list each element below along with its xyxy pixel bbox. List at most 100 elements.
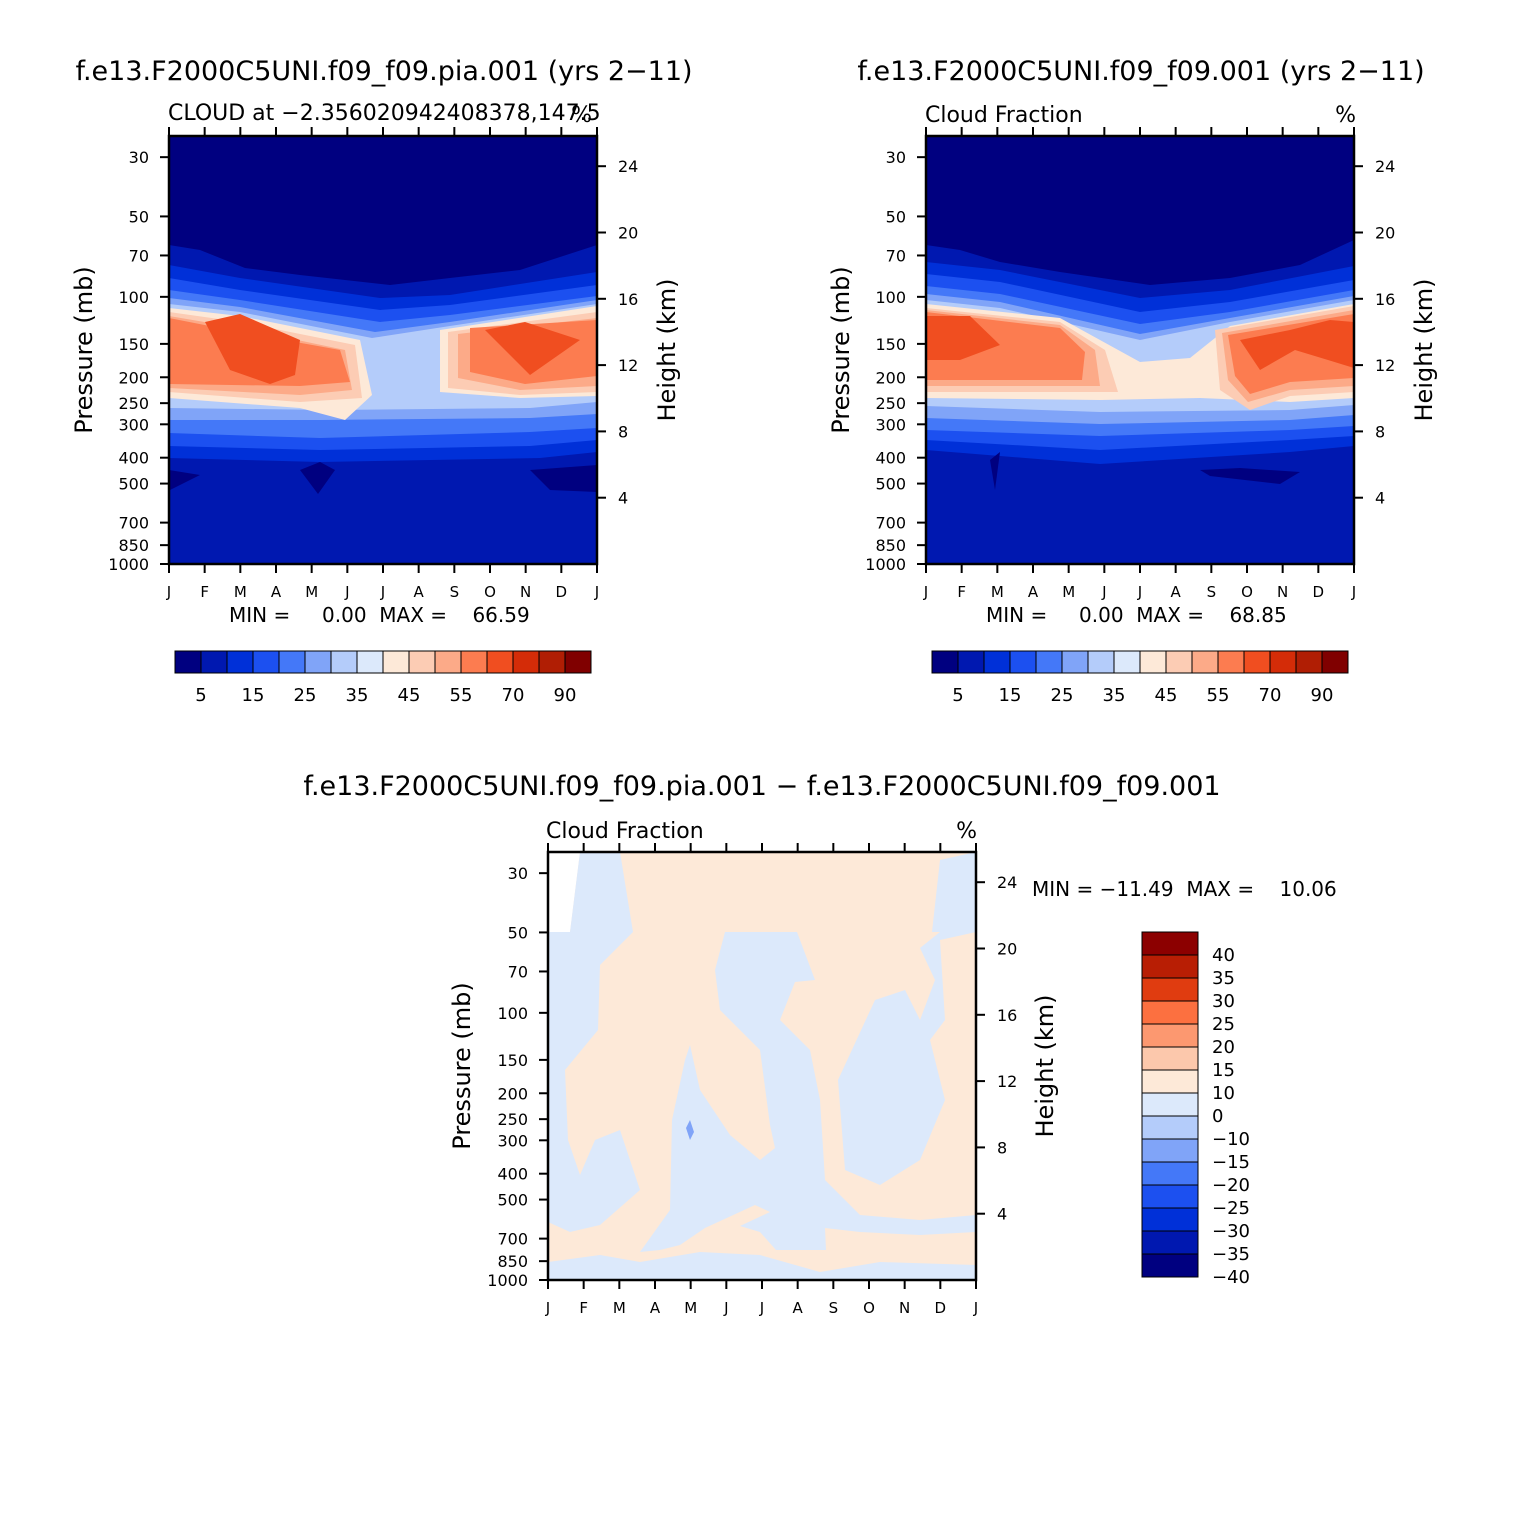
colorbar-swatch — [330, 650, 358, 674]
x-tick-label: F — [200, 583, 209, 601]
x-tick-label: J — [973, 1299, 978, 1317]
colorbar-swatch — [1141, 1230, 1199, 1255]
height-tick-label: 24 — [618, 157, 638, 176]
y-tick-label: 700 — [875, 514, 906, 533]
y-tick-label: 700 — [497, 1230, 528, 1249]
y-tick-label: 250 — [497, 1110, 528, 1129]
colorbar-label: 15 — [242, 685, 265, 706]
colorbar-swatch — [1141, 1092, 1199, 1117]
panel-1-unit: % — [571, 103, 592, 128]
colorbar-swatch — [1269, 650, 1297, 674]
colorbar-swatch — [957, 650, 985, 674]
x-tick-label: S — [829, 1299, 839, 1317]
colorbar-label: 55 — [450, 685, 473, 706]
colorbar-label: 5 — [195, 685, 206, 706]
colorbar-label: 70 — [502, 685, 525, 706]
x-tick-label: A — [650, 1299, 661, 1317]
x-tick-label: A — [414, 583, 425, 601]
x-tick-label: J — [594, 583, 599, 601]
panel-1-left-label: CLOUD at −2.356020942408378,147.5 — [168, 101, 601, 126]
colorbar-label: 25 — [294, 685, 317, 706]
colorbar-swatch — [1061, 650, 1089, 674]
colorbar-label: 15 — [999, 685, 1022, 706]
colorbar-label: 0 — [1212, 1106, 1223, 1127]
y-tick-label: 50 — [886, 207, 906, 226]
x-tick-label: O — [1241, 583, 1253, 601]
x-tick-label: F — [579, 1299, 588, 1317]
colorbar-swatch — [1087, 650, 1115, 674]
height-tick-label: 4 — [997, 1205, 1007, 1224]
colorbar-swatch — [1141, 977, 1199, 1002]
colorbar-swatch — [1141, 1253, 1199, 1278]
height-tick-label: 24 — [1375, 157, 1395, 176]
y-tick-label: 150 — [118, 335, 149, 354]
x-tick-label: S — [1207, 583, 1217, 601]
y-tick-label: 300 — [118, 415, 149, 434]
y-tick-label: 200 — [875, 368, 906, 387]
y-tick-label: 150 — [875, 335, 906, 354]
y-tick-label: 400 — [497, 1165, 528, 1184]
x-tick-label: J — [380, 583, 385, 601]
panel-1-title: f.e13.F2000C5UNI.f09_f09.pia.001 (yrs 2−… — [75, 56, 692, 87]
x-tick-label: D — [1313, 583, 1325, 601]
colorbar-swatch — [174, 650, 202, 674]
y-tick-label: 30 — [508, 864, 528, 883]
colorbar-swatch — [1165, 650, 1193, 674]
colorbar-swatch — [1191, 650, 1219, 674]
x-tick-label: J — [1137, 583, 1142, 601]
colorbar-swatch — [1139, 650, 1167, 674]
y-tick-label: 100 — [497, 1004, 528, 1023]
colorbar-label: −35 — [1212, 1244, 1250, 1265]
x-tick-label: A — [1171, 583, 1182, 601]
x-tick-label: M — [305, 583, 318, 601]
colorbar-swatch — [1243, 650, 1271, 674]
y-tick-label: 200 — [118, 368, 149, 387]
colorbar-swatch — [252, 650, 280, 674]
colorbar-label: −40 — [1212, 1267, 1250, 1288]
colorbar-label: −30 — [1212, 1221, 1250, 1242]
x-tick-label: N — [1277, 583, 1288, 601]
x-tick-label: A — [1028, 583, 1039, 601]
y-tick-label: 700 — [118, 514, 149, 533]
x-tick-label: J — [1101, 583, 1106, 601]
y-tick-label: 500 — [118, 475, 149, 494]
y-tick-label: 100 — [875, 288, 906, 307]
y-tick-label: 400 — [875, 449, 906, 468]
panel-3-plot-area — [546, 850, 978, 1282]
height-tick-label: 16 — [997, 1006, 1017, 1025]
y-tick-label: 1000 — [865, 555, 906, 574]
colorbar-swatch — [1141, 1115, 1199, 1140]
y-tick-label: 250 — [118, 394, 149, 413]
colorbar-label: 70 — [1259, 685, 1282, 706]
y-tick-label: 70 — [508, 962, 528, 981]
panel-3-left-label: Cloud Fraction — [546, 819, 704, 844]
colorbar-label: 35 — [1212, 968, 1235, 989]
panel-2-unit: % — [1335, 103, 1356, 128]
colorbar-swatch — [1141, 954, 1199, 979]
colorbar-label: −25 — [1212, 1198, 1250, 1219]
y-tick-label: 200 — [497, 1084, 528, 1103]
x-tick-label: O — [484, 583, 496, 601]
panel-1-ylabel-left: Pressure (mb) — [70, 266, 98, 433]
colorbar-swatch — [1141, 1069, 1199, 1094]
colorbar-swatch — [304, 650, 332, 674]
x-tick-label: S — [450, 583, 460, 601]
x-tick-label: J — [545, 1299, 550, 1317]
y-tick-label: 100 — [118, 288, 149, 307]
colorbar-swatch — [1035, 650, 1063, 674]
colorbar-swatch — [460, 650, 488, 674]
panel-2-stats: MIN = 0.00 MAX = 68.85 — [986, 603, 1287, 627]
colorbar-swatch — [434, 650, 462, 674]
colorbar-label: 25 — [1051, 685, 1074, 706]
colorbar-swatch — [1295, 650, 1323, 674]
colorbar-label: 40 — [1212, 945, 1235, 966]
colorbar-swatch — [200, 650, 228, 674]
panel-1-stats: MIN = 0.00 MAX = 66.59 — [229, 603, 530, 627]
colorbar-label: 55 — [1207, 685, 1230, 706]
height-tick-label: 12 — [618, 356, 638, 375]
colorbar-swatch — [408, 650, 436, 674]
x-tick-label: F — [957, 583, 966, 601]
y-tick-label: 850 — [497, 1252, 528, 1271]
colorbar-swatch — [278, 650, 306, 674]
colorbar-swatch — [226, 650, 254, 674]
